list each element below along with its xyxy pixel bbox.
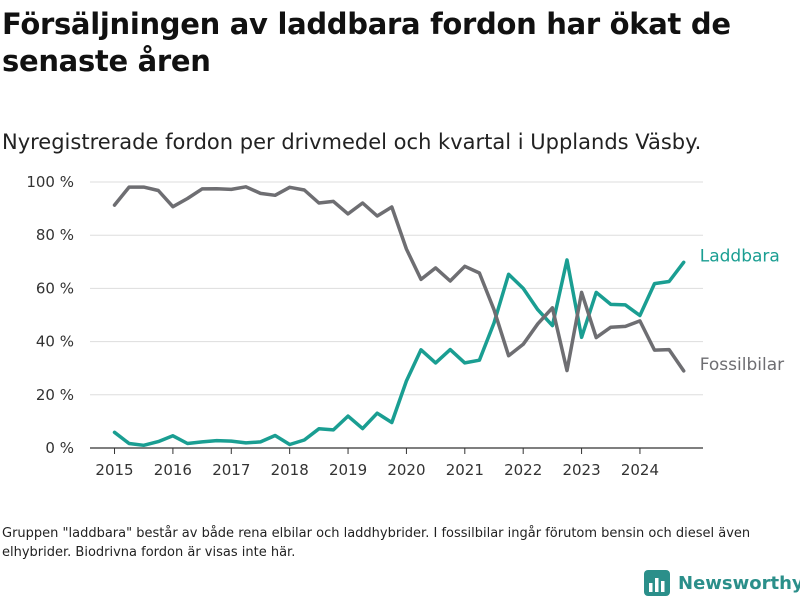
series-label-laddbara: Laddbara [700, 246, 780, 266]
y-tick-label: 0 % [45, 439, 74, 457]
y-axis-ticks: 0 % 20 % 40 % 60 % 80 % 100 % [26, 173, 74, 457]
x-axis-ticks: 2015 2016 2017 2018 2019 2020 2021 2022 2023 2024 [95, 448, 659, 479]
x-tick-label: 2017 [212, 461, 250, 479]
series-line-fossilbilar [112, 185, 686, 373]
brand-name: Newsworthy [678, 572, 800, 594]
x-tick-label: 2019 [329, 461, 367, 479]
y-tick-label: 60 % [36, 279, 74, 297]
chart-subtitle: Nyregistrerade fordon per drivmedel och … [2, 130, 702, 154]
series-labels: Laddbara Fossilbilar [700, 246, 784, 375]
x-tick-label: 2016 [154, 461, 192, 479]
y-tick-label: 20 % [36, 386, 74, 404]
series-label-fossilbilar: Fossilbilar [700, 355, 784, 375]
y-tick-label: 40 % [36, 333, 74, 351]
chart-title: Försäljningen av laddbara fordon har öka… [2, 7, 731, 78]
newsworthy-logo-icon [644, 570, 670, 596]
gridlines [90, 181, 703, 396]
x-tick-label: 2015 [95, 461, 133, 479]
x-tick-label: 2018 [271, 461, 309, 479]
x-tick-label: 2022 [504, 461, 542, 479]
x-tick-label: 2020 [387, 461, 425, 479]
series-line-laddbara [112, 258, 686, 448]
x-tick-label: 2021 [446, 461, 484, 479]
x-tick-label: 2024 [621, 461, 659, 479]
series-lines [112, 185, 686, 448]
brand-logo: Newsworthy [644, 569, 800, 597]
x-tick-label: 2023 [562, 461, 600, 479]
y-tick-label: 100 % [26, 173, 74, 191]
y-tick-label: 80 % [36, 226, 74, 244]
footnote: Gruppen "laddbara" består av både rena e… [2, 526, 751, 560]
